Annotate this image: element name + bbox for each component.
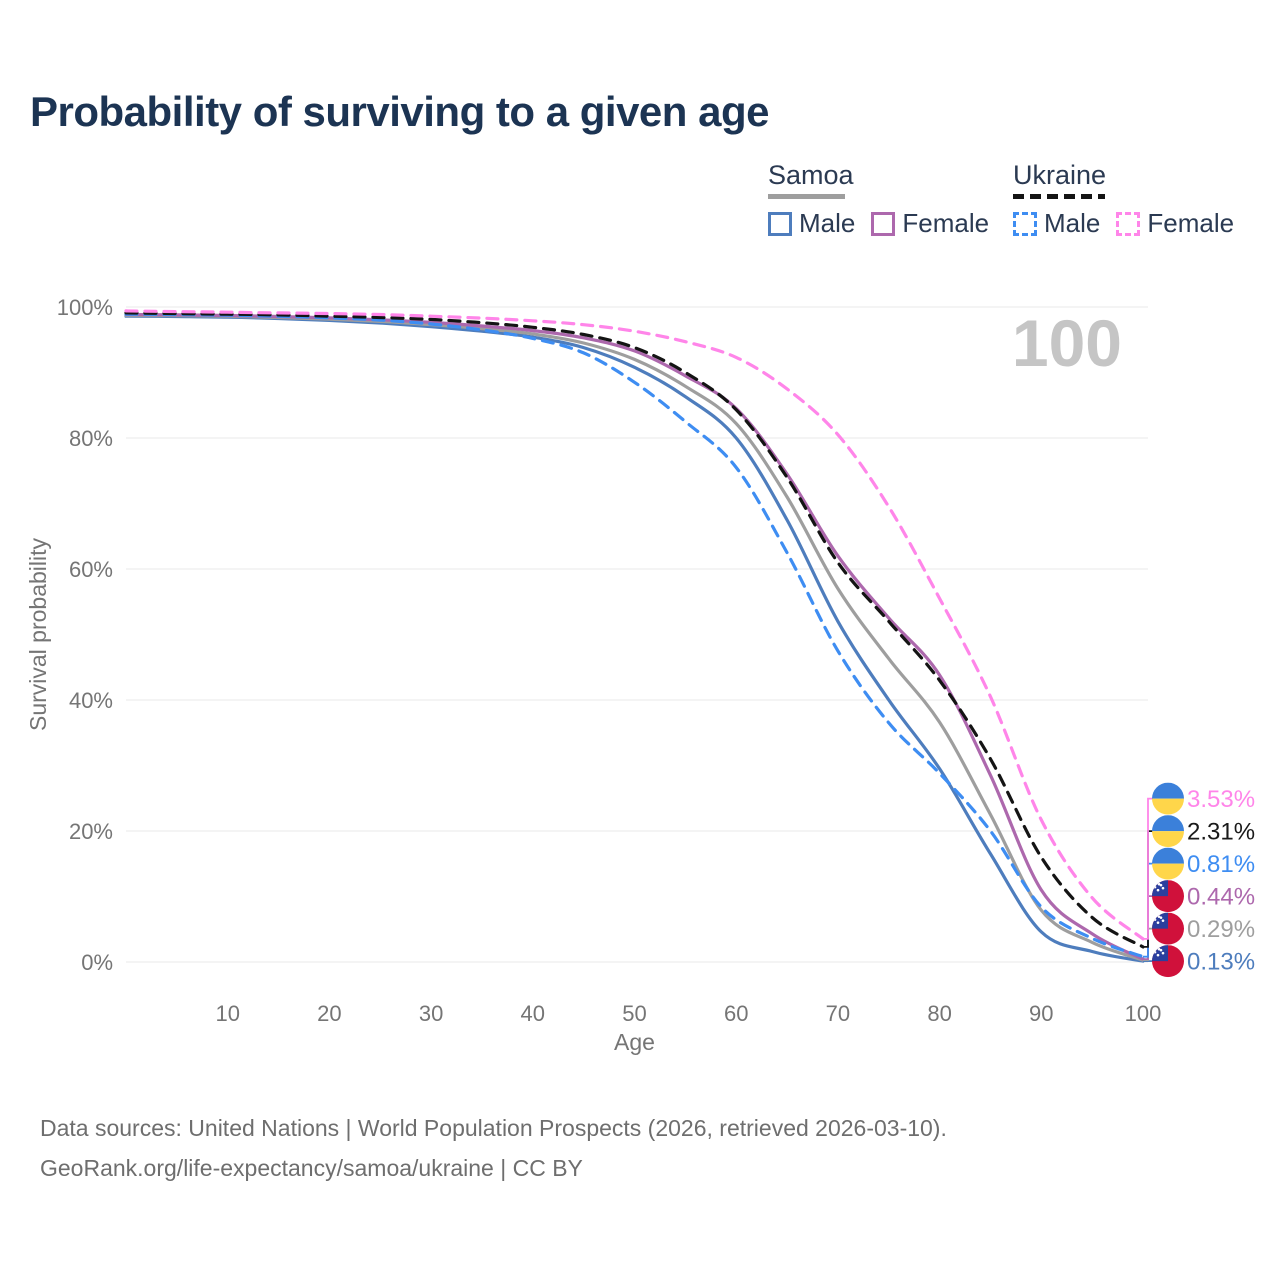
footer-data-sources: Data sources: United Nations | World Pop…: [40, 1115, 947, 1141]
x-tick-label-10: 10: [215, 1001, 239, 1026]
legend-item-samoa-male: Male: [768, 208, 855, 239]
y-tick-label-0: 0%: [81, 950, 113, 975]
y-tick-label-80: 80%: [69, 426, 113, 451]
curve-samoa-both: [124, 313, 1145, 962]
ukraine-flag-icon: [1152, 815, 1184, 848]
legend-group-ukraine: Ukraine Male Female: [1013, 160, 1234, 239]
x-tick-label-20: 20: [317, 1001, 341, 1026]
end-label-samoa-male: 0.13%: [1187, 949, 1255, 976]
end-label-ukraine-both: 2.31%: [1187, 819, 1255, 846]
legend-item-samoa-female: Female: [871, 208, 989, 239]
curve-samoa-female: [124, 312, 1145, 961]
chart-legend: Samoa Male Female Ukraine Male Female: [0, 160, 1280, 250]
curve-samoa-male: [124, 314, 1145, 963]
legend-underline-ukraine-dashed-line: [1013, 194, 1105, 199]
age-watermark: 100: [1012, 306, 1122, 380]
legend-item-ukraine-male: Male: [1013, 208, 1100, 239]
samoa-flag-icon: [1152, 912, 1184, 945]
legend-row-ukraine: Male Female: [1013, 208, 1234, 239]
page-title: Probability of surviving to a given age: [30, 88, 769, 135]
curve-ukraine-female: [124, 309, 1145, 941]
y-tick-label-20: 20%: [69, 819, 113, 844]
ukraine-female-swatch-icon: [1116, 211, 1141, 236]
legend-row-samoa: Male Female: [768, 208, 989, 239]
ukraine-flag-icon: [1152, 847, 1184, 880]
legend-underline-samoa-solid-line: [768, 194, 845, 199]
x-tick-label-70: 70: [826, 1001, 850, 1026]
end-label-samoa-both: 0.29%: [1187, 916, 1255, 943]
curve-ukraine-both: [124, 311, 1145, 949]
footer-attribution: GeoRank.org/life-expectancy/samoa/ukrain…: [40, 1155, 583, 1181]
x-tick-label-50: 50: [622, 1001, 646, 1026]
x-tick-label-80: 80: [927, 1001, 951, 1026]
legend-label-ukraine-female: Female: [1147, 208, 1235, 238]
legend-item-ukraine-female: Female: [1116, 208, 1234, 239]
legend-header-samoa: Samoa: [768, 160, 854, 190]
x-tick-label-100: 100: [1125, 1001, 1162, 1026]
samoa-male-swatch-icon: [768, 211, 792, 236]
end-label-ukraine-male: 0.81%: [1187, 851, 1255, 878]
end-label-samoa-female: 0.44%: [1187, 884, 1255, 911]
y-tick-label-60: 60%: [69, 557, 113, 582]
y-axis-title: Survival probability: [25, 537, 51, 731]
ukraine-flag-icon: [1152, 782, 1184, 815]
y-tick-label-100: 100%: [57, 295, 113, 320]
y-tick-label-40: 40%: [69, 688, 113, 713]
x-tick-label-90: 90: [1029, 1001, 1053, 1026]
legend-header-ukraine: Ukraine: [1013, 160, 1107, 190]
legend-label-ukraine-male: Male: [1044, 208, 1101, 238]
end-label-ukraine-female: 3.53%: [1187, 786, 1255, 813]
x-axis-title: Age: [614, 1029, 655, 1055]
x-tick-label-40: 40: [521, 1001, 545, 1026]
curve-ukraine-male: [124, 312, 1145, 959]
samoa-female-swatch-icon: [871, 211, 896, 236]
samoa-flag-icon: [1152, 880, 1184, 913]
legend-label-samoa-male: Male: [799, 208, 856, 238]
legend-label-samoa-female: Female: [902, 208, 990, 238]
legend-group-samoa: Samoa Male Female: [768, 160, 989, 239]
end-label-connector-ukraine-female: [1143, 797, 1153, 940]
footer: Data sources: United Nations | World Pop…: [40, 1108, 947, 1188]
ukraine-male-swatch-icon: [1013, 211, 1037, 236]
x-tick-label-60: 60: [724, 1001, 748, 1026]
x-tick-label-30: 30: [419, 1001, 443, 1026]
samoa-flag-icon: [1152, 945, 1184, 978]
